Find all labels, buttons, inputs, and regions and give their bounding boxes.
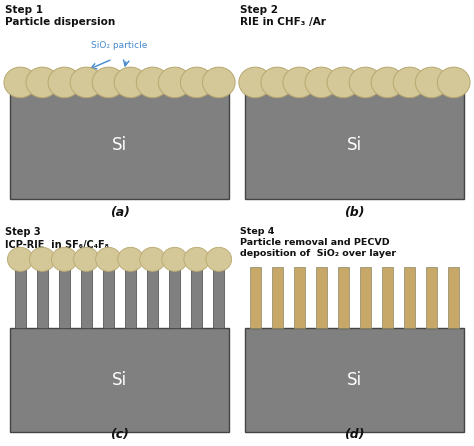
Bar bbox=[103, 267, 114, 328]
Bar bbox=[59, 267, 70, 328]
Circle shape bbox=[162, 248, 188, 271]
Circle shape bbox=[96, 248, 121, 271]
Circle shape bbox=[371, 67, 404, 98]
Circle shape bbox=[206, 248, 232, 271]
Circle shape bbox=[327, 67, 360, 98]
Text: Si: Si bbox=[347, 136, 362, 153]
Circle shape bbox=[114, 67, 147, 98]
Circle shape bbox=[137, 67, 169, 98]
Circle shape bbox=[52, 248, 77, 271]
Bar bbox=[191, 267, 202, 328]
Text: (a): (a) bbox=[109, 206, 129, 219]
Bar bbox=[426, 267, 437, 328]
Circle shape bbox=[393, 67, 426, 98]
Circle shape bbox=[349, 67, 382, 98]
Text: SiO₂ particle: SiO₂ particle bbox=[91, 41, 148, 50]
Text: Si: Si bbox=[112, 136, 127, 153]
Text: Si: Si bbox=[347, 371, 362, 389]
Circle shape bbox=[26, 67, 59, 98]
Text: Step 1
Particle dispersion: Step 1 Particle dispersion bbox=[5, 5, 115, 27]
Circle shape bbox=[29, 248, 55, 271]
Circle shape bbox=[181, 67, 213, 98]
Bar bbox=[37, 267, 48, 328]
Bar bbox=[250, 267, 261, 328]
Circle shape bbox=[184, 248, 210, 271]
Bar bbox=[10, 90, 229, 199]
Circle shape bbox=[48, 67, 81, 98]
Text: (b): (b) bbox=[344, 206, 365, 219]
Bar bbox=[15, 267, 26, 328]
Bar bbox=[125, 267, 136, 328]
Circle shape bbox=[158, 67, 191, 98]
Text: Step 3
ICP-RIE  in SF₆/C₄F₈: Step 3 ICP-RIE in SF₆/C₄F₈ bbox=[5, 227, 109, 250]
Circle shape bbox=[70, 67, 103, 98]
Circle shape bbox=[118, 248, 144, 271]
Bar bbox=[213, 267, 224, 328]
Bar bbox=[245, 90, 464, 199]
Circle shape bbox=[438, 67, 470, 98]
Text: Si: Si bbox=[112, 371, 127, 389]
Circle shape bbox=[415, 67, 448, 98]
Bar bbox=[316, 267, 327, 328]
Bar bbox=[338, 267, 349, 328]
Circle shape bbox=[73, 248, 99, 271]
Circle shape bbox=[239, 67, 272, 98]
Bar bbox=[81, 267, 92, 328]
Circle shape bbox=[261, 67, 293, 98]
Circle shape bbox=[202, 67, 235, 98]
Circle shape bbox=[8, 248, 33, 271]
Bar bbox=[272, 267, 283, 328]
Circle shape bbox=[283, 67, 316, 98]
Bar bbox=[245, 328, 464, 432]
Bar bbox=[360, 267, 371, 328]
Text: (c): (c) bbox=[110, 428, 129, 441]
Text: (d): (d) bbox=[344, 428, 365, 441]
Text: Step 4
Particle removal and PECVD
deposition of  SiO₂ over layer: Step 4 Particle removal and PECVD deposi… bbox=[240, 227, 396, 259]
Text: Step 2
RIE in CHF₃ /Ar: Step 2 RIE in CHF₃ /Ar bbox=[240, 5, 326, 27]
Bar bbox=[10, 328, 229, 432]
Circle shape bbox=[140, 248, 165, 271]
Bar bbox=[169, 267, 180, 328]
Circle shape bbox=[305, 67, 337, 98]
Circle shape bbox=[92, 67, 125, 98]
Circle shape bbox=[4, 67, 36, 98]
Bar bbox=[448, 267, 459, 328]
Bar bbox=[382, 267, 393, 328]
Bar bbox=[404, 267, 415, 328]
Bar bbox=[294, 267, 305, 328]
Bar bbox=[147, 267, 158, 328]
